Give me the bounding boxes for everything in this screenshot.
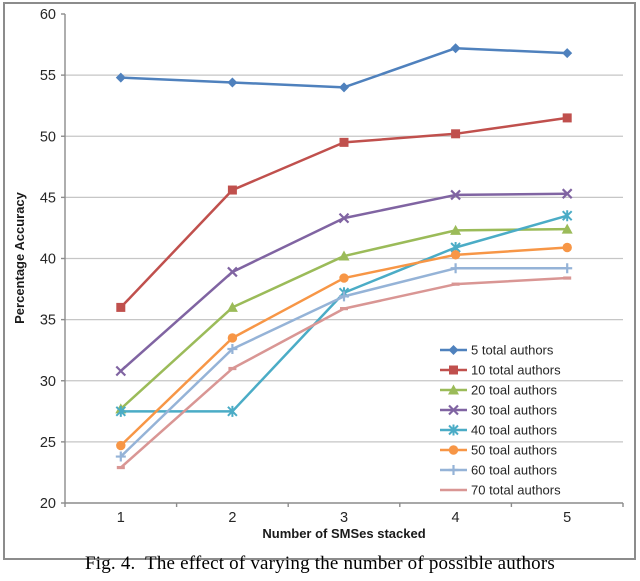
data-point — [115, 405, 127, 417]
y-tick-label: 40 — [40, 252, 56, 268]
data-point — [338, 212, 350, 224]
legend-label: 5 total authors — [471, 343, 554, 358]
legend-item: 10 total authors — [440, 363, 561, 378]
x-tick-label: 5 — [563, 510, 571, 526]
legend-label: 50 toal authors — [471, 443, 558, 458]
x-tick-label: 1 — [117, 510, 125, 526]
data-point — [450, 224, 462, 235]
data-point — [339, 137, 349, 147]
x-tick-label: 3 — [340, 510, 348, 526]
x-tick-label: 4 — [452, 510, 460, 526]
data-point — [451, 282, 460, 286]
legend-item: 40 toal authors — [440, 423, 558, 438]
legend-item: 30 toal authors — [440, 403, 558, 418]
y-tick-label: 20 — [40, 496, 56, 512]
data-point — [116, 465, 125, 470]
legend-label: 70 total authors — [471, 483, 561, 498]
legend-marker-icon — [448, 345, 459, 355]
data-point — [451, 129, 461, 139]
y-tick-label: 50 — [40, 129, 56, 145]
data-point — [339, 291, 349, 302]
y-tick-label: 55 — [40, 68, 56, 84]
legend-marker-icon — [449, 365, 458, 375]
y-tick-label: 30 — [40, 374, 56, 390]
data-point — [563, 276, 572, 280]
data-point — [450, 43, 461, 54]
data-point — [115, 451, 126, 462]
y-axis-title: Percentage Accuracy — [12, 191, 27, 324]
data-point — [562, 48, 573, 59]
data-point — [227, 333, 238, 343]
data-point — [226, 301, 238, 312]
data-point — [227, 343, 238, 354]
series-line-1 — [120, 46, 568, 89]
y-tick-label: 25 — [40, 435, 56, 451]
y-tick-label: 35 — [40, 313, 56, 329]
legend-marker-icon — [448, 445, 459, 455]
legend-marker-icon — [448, 384, 459, 395]
data-point — [450, 189, 461, 201]
data-point — [561, 210, 573, 222]
figure-caption: Fig. 4. The effect of varying the number… — [84, 553, 556, 574]
legend-marker-icon — [448, 465, 459, 475]
data-point — [562, 263, 573, 274]
data-point — [561, 223, 573, 234]
legend-label: 60 toal authors — [471, 463, 558, 478]
legend-marker-icon — [448, 424, 459, 436]
data-point — [116, 440, 126, 451]
x-tick-label: 2 — [228, 510, 236, 526]
data-point — [339, 82, 349, 93]
data-point — [227, 266, 238, 278]
data-point — [227, 405, 238, 417]
data-point — [450, 250, 461, 260]
y-tick-label: 60 — [40, 7, 56, 23]
legend-label: 20 toal authors — [471, 383, 558, 398]
data-point — [562, 242, 572, 253]
data-point — [340, 307, 348, 311]
data-point — [115, 72, 126, 83]
data-point — [115, 365, 127, 377]
data-point — [339, 273, 349, 283]
data-point — [116, 302, 126, 312]
legend-label: 30 toal authors — [471, 403, 558, 418]
legend-item: 70 total authors — [440, 483, 561, 498]
legend-label: 40 toal authors — [471, 423, 558, 438]
x-axis-title: Number of SMSes stacked — [262, 526, 425, 541]
data-point — [338, 250, 350, 261]
legend-marker-icon — [448, 404, 459, 416]
data-point — [561, 188, 573, 199]
legend-label: 10 total authors — [471, 363, 561, 378]
data-point — [562, 113, 572, 123]
data-point — [228, 366, 237, 371]
y-tick-label: 45 — [40, 190, 56, 206]
legend-item: 20 toal authors — [440, 383, 558, 398]
data-point — [450, 263, 461, 274]
data-point — [227, 185, 237, 195]
data-point — [227, 77, 238, 88]
